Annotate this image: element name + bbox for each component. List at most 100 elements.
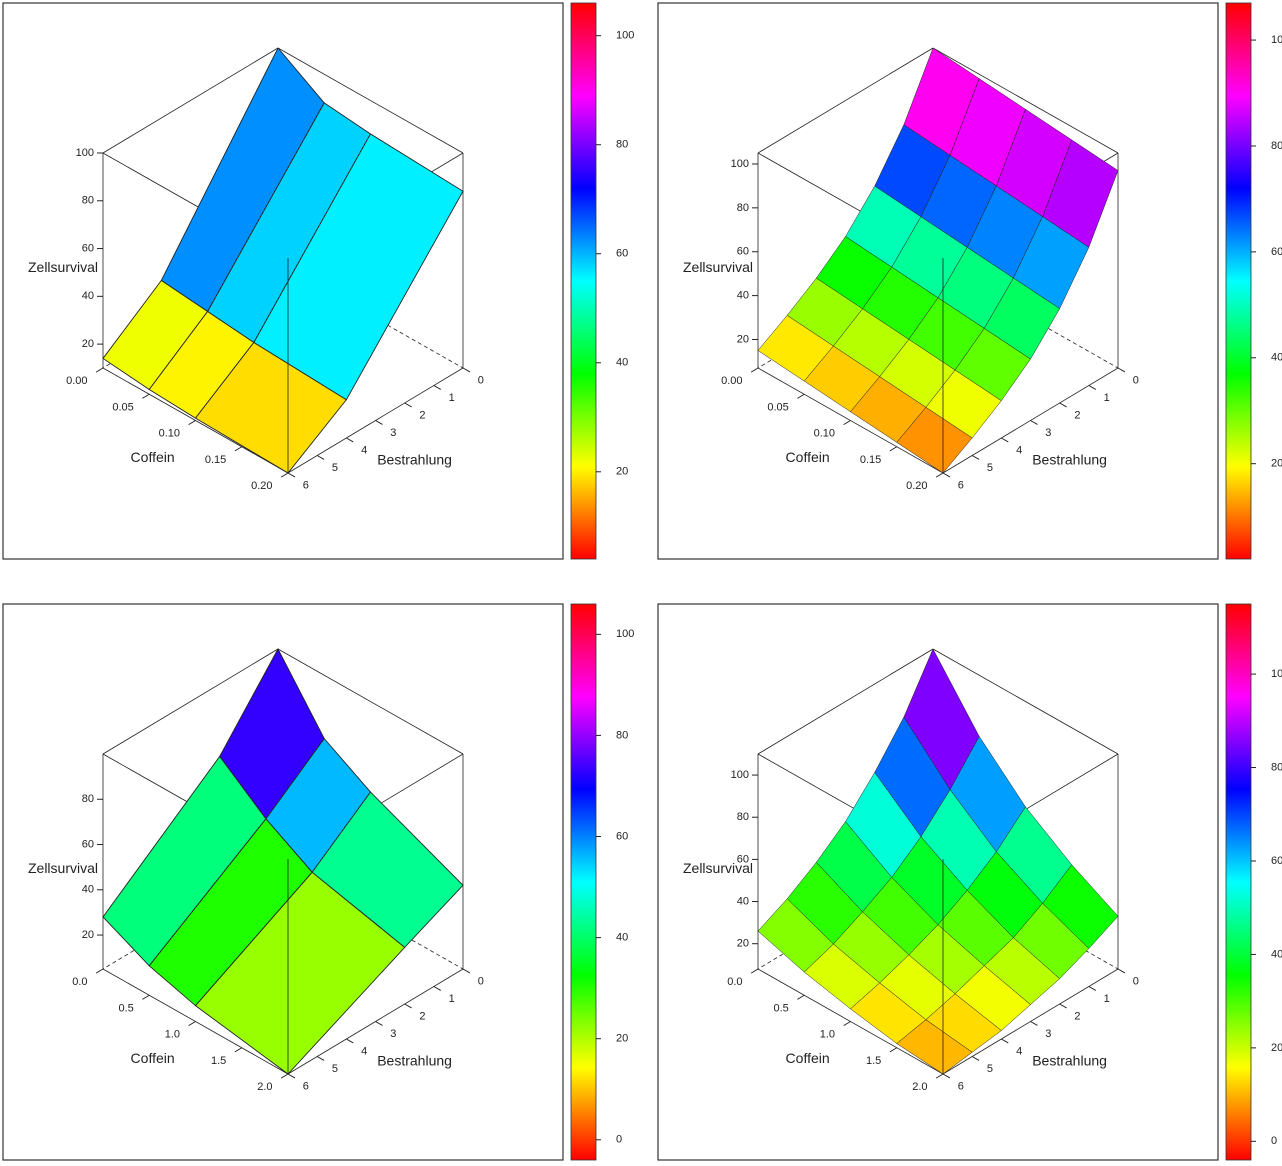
x-tick bbox=[797, 393, 805, 399]
z-tick-label: 100 bbox=[76, 147, 94, 159]
y-tick-label: 3 bbox=[390, 1028, 396, 1040]
x-axis-title: Coffein bbox=[131, 449, 175, 465]
x-tick-label: 0.0 bbox=[72, 976, 87, 988]
colorbar-tick-label: 0 bbox=[616, 1134, 622, 1146]
x-tick-label: 1.0 bbox=[165, 1029, 180, 1041]
box-edge bbox=[277, 648, 464, 755]
x-tick-label: 0.00 bbox=[721, 375, 742, 387]
z-tick-label: 100 bbox=[731, 158, 749, 170]
y-tick-label: 5 bbox=[332, 462, 338, 474]
x-tick-label: 0.0 bbox=[727, 976, 742, 988]
z-tick-label: 40 bbox=[82, 884, 94, 896]
z-tick-label: 60 bbox=[737, 246, 749, 258]
colorbar bbox=[570, 2, 597, 560]
y-tick-label: 4 bbox=[1016, 1045, 1022, 1057]
panel: 20 40 60 80 100 0.00 0.05 0.10 0.15 0.20 0 1 2 3 4 5 6 Co… bbox=[657, 2, 1282, 560]
colorbar-tick-label: 60 bbox=[616, 248, 628, 260]
box-edge bbox=[932, 47, 1119, 154]
colorbar-tick-label: 40 bbox=[1271, 948, 1282, 960]
z-axis-title: Zellsurvival bbox=[683, 860, 753, 876]
colorbar-tick-label: 80 bbox=[1271, 761, 1282, 773]
x-tick bbox=[935, 472, 944, 478]
x-axis-title: Coffein bbox=[786, 449, 830, 465]
colorbar-tick-label: 40 bbox=[616, 932, 628, 944]
x-tick-label: 0.05 bbox=[767, 401, 788, 413]
colorbar-tick-label: 0 bbox=[1271, 1135, 1277, 1147]
y-tick bbox=[433, 385, 442, 390]
x-tick bbox=[234, 1047, 243, 1053]
x-tick-label: 0.15 bbox=[860, 454, 881, 466]
box-edge bbox=[102, 47, 279, 154]
z-tick-label: 100 bbox=[731, 769, 749, 781]
x-tick-label: 0.00 bbox=[66, 375, 87, 387]
y-tick-label: 5 bbox=[987, 1063, 993, 1075]
x-tick bbox=[843, 420, 851, 426]
z-tick-label: 20 bbox=[737, 333, 749, 345]
z-tick-label: 80 bbox=[82, 195, 94, 207]
z-tick-label: 40 bbox=[737, 895, 749, 907]
colorbar-tick-label: 20 bbox=[616, 1033, 628, 1045]
y-tick-label: 1 bbox=[1104, 993, 1110, 1005]
y-tick-label: 0 bbox=[1133, 374, 1139, 386]
z-tick-label: 20 bbox=[82, 338, 94, 350]
x-tick-label: 0.20 bbox=[906, 480, 927, 492]
y-tick-label: 1 bbox=[449, 392, 455, 404]
x-tick bbox=[95, 968, 104, 974]
x-tick-label: 0.10 bbox=[814, 428, 835, 440]
x-tick bbox=[142, 994, 150, 1000]
colorbar-tick-label: 100 bbox=[616, 628, 634, 640]
y-tick-label: 2 bbox=[419, 409, 425, 421]
y-tick-label: 4 bbox=[361, 1045, 367, 1057]
x-axis-title: Coffein bbox=[786, 1050, 830, 1066]
y-tick bbox=[1088, 986, 1097, 991]
x-tick-label: 2.0 bbox=[257, 1081, 272, 1093]
x-tick bbox=[750, 367, 759, 373]
x-axis-title: Coffein bbox=[131, 1050, 175, 1066]
y-tick bbox=[942, 472, 951, 478]
colorbar-tick-label: 20 bbox=[1271, 1042, 1282, 1054]
colorbar bbox=[1225, 2, 1252, 560]
y-axis-title: Bestrahlung bbox=[1032, 1052, 1107, 1068]
y-axis-title: Bestrahlung bbox=[377, 1052, 452, 1068]
colorbar-tick-label: 20 bbox=[616, 466, 628, 478]
x-tick bbox=[935, 1073, 944, 1079]
x-tick-label: 1.5 bbox=[211, 1055, 226, 1067]
x-tick bbox=[280, 472, 289, 478]
y-tick bbox=[1001, 437, 1009, 443]
y-tick-label: 2 bbox=[419, 1010, 425, 1022]
panel: 20 40 60 80 100 0.0 0.5 1.0 1.5 2.0 0 1 2 3 4 5 6 Coffein… bbox=[657, 603, 1282, 1161]
z-tick-label: 60 bbox=[82, 242, 94, 254]
x-tick bbox=[889, 446, 898, 452]
z-tick-label: 80 bbox=[737, 202, 749, 214]
y-tick bbox=[1117, 367, 1126, 373]
y-tick bbox=[316, 455, 325, 460]
x-tick bbox=[280, 1073, 289, 1079]
y-tick bbox=[346, 437, 354, 443]
y-tick bbox=[1059, 402, 1067, 408]
y-tick bbox=[375, 1021, 383, 1026]
x-tick-label: 1.5 bbox=[866, 1055, 881, 1067]
colorbar-tick-label: 80 bbox=[616, 139, 628, 151]
colorbar-tick-label: 60 bbox=[616, 830, 628, 842]
x-tick bbox=[750, 968, 759, 974]
y-tick-label: 6 bbox=[958, 479, 964, 491]
y-tick bbox=[433, 986, 442, 991]
x-tick-label: 2.0 bbox=[912, 1081, 927, 1093]
colorbar-tick-label: 100 bbox=[1271, 34, 1282, 46]
y-axis-title: Bestrahlung bbox=[1032, 451, 1107, 467]
x-tick bbox=[889, 1047, 898, 1053]
panel: 20 40 60 80 100 0.00 0.05 0.10 0.15 0.20 0 1 2 3 4 5 6 Co… bbox=[2, 2, 634, 560]
y-tick-label: 3 bbox=[1045, 1028, 1051, 1040]
y-tick bbox=[462, 968, 471, 974]
z-tick-label: 60 bbox=[82, 838, 94, 850]
colorbar-tick-label: 80 bbox=[616, 729, 628, 741]
y-tick bbox=[1117, 968, 1126, 974]
y-tick-label: 6 bbox=[303, 479, 309, 491]
x-tick bbox=[843, 1021, 851, 1027]
z-tick-label: 80 bbox=[737, 811, 749, 823]
y-tick bbox=[462, 367, 471, 373]
colorbar bbox=[1225, 603, 1252, 1161]
z-tick-label: 40 bbox=[737, 290, 749, 302]
y-tick-label: 3 bbox=[1045, 427, 1051, 439]
